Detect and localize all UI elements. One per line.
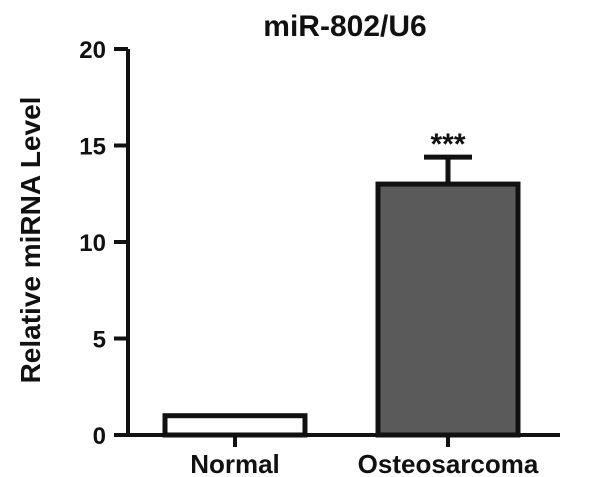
y-tick-label: 15 bbox=[79, 134, 106, 161]
y-axis-label: Relative miRNA Level bbox=[15, 97, 46, 384]
x-tick-labels: Normal Osteosarcoma bbox=[190, 435, 539, 477]
y-tick-label: 0 bbox=[93, 423, 106, 450]
y-tick-label: 20 bbox=[79, 37, 106, 64]
bar-osteosarcoma bbox=[375, 181, 521, 438]
error-bars bbox=[424, 154, 472, 185]
y-tick-label: 10 bbox=[79, 230, 106, 257]
bar-normal bbox=[162, 413, 308, 438]
y-tick-label: 5 bbox=[93, 327, 106, 354]
y-ticks: 0 5 10 15 20 bbox=[79, 37, 128, 450]
significance-labels: *** bbox=[430, 128, 465, 161]
chart-title: miR-802/U6 bbox=[263, 10, 426, 43]
x-tick-label: Normal bbox=[190, 449, 280, 477]
x-tick-label: Osteosarcoma bbox=[358, 449, 539, 477]
significance-marker: *** bbox=[430, 128, 465, 161]
bars bbox=[162, 181, 521, 438]
